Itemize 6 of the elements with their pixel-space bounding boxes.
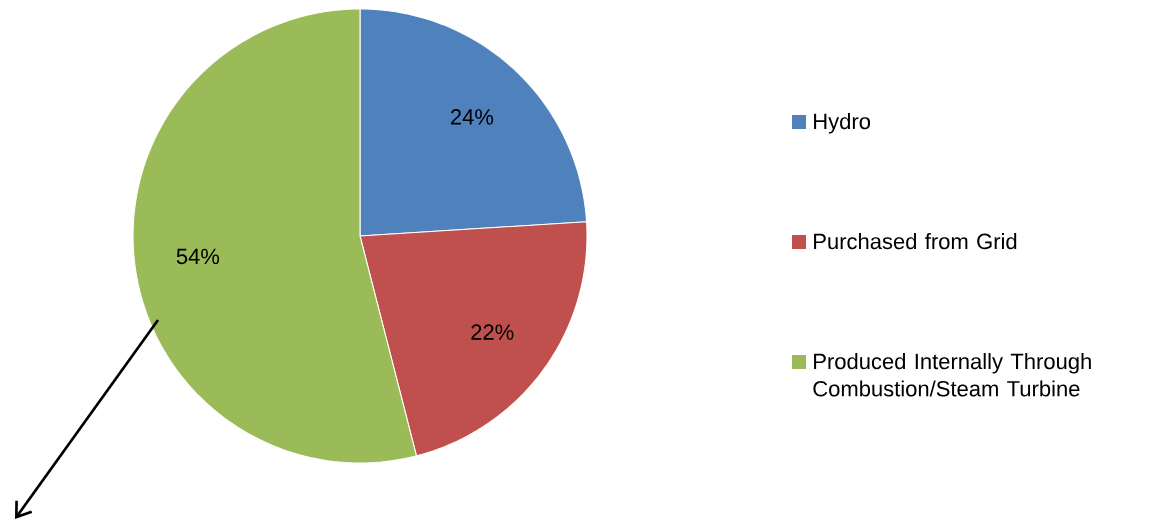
data-label: 24% [450, 109, 494, 125]
legend-label: Hydro [814, 113, 871, 134]
legend-label: Produced Internally Through Combustion/Steam Turbine [813, 353, 1091, 397]
data-label: 22% [471, 324, 514, 340]
legend-label: Purchased from Grid [814, 233, 1017, 250]
data-label: 54% [176, 248, 220, 265]
